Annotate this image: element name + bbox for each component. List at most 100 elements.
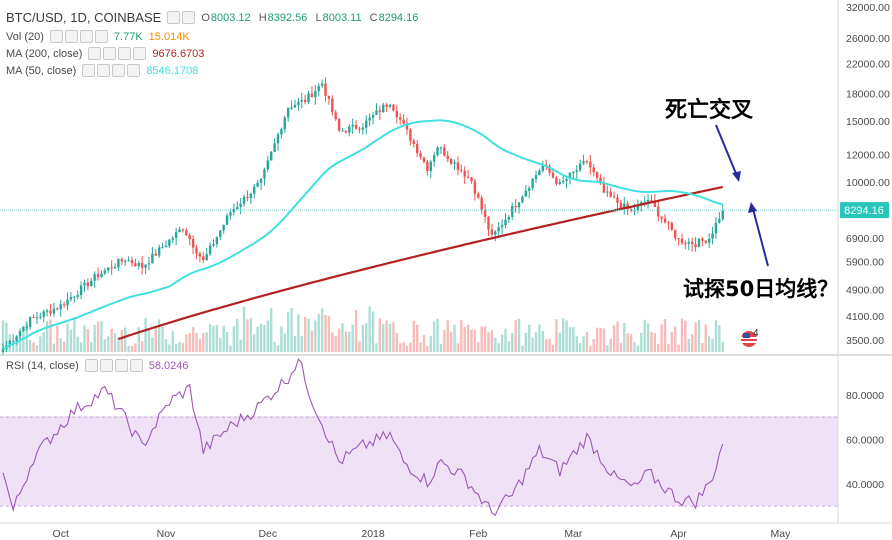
candle-body <box>718 219 721 223</box>
candle-body <box>500 225 504 228</box>
ma200-value: 9676.6703 <box>152 47 205 60</box>
eye-icon[interactable] <box>84 359 98 372</box>
candle-body <box>320 83 324 86</box>
price-tick-label: 15000.00 <box>846 116 890 128</box>
candle-body <box>388 104 392 107</box>
volume-bar <box>49 319 52 352</box>
settings-icon[interactable] <box>64 30 78 43</box>
close-icon[interactable] <box>94 30 108 43</box>
rsi-legend[interactable]: RSI (14, close) 58.0246 <box>6 359 189 372</box>
candle-body <box>18 331 22 337</box>
volume-bar <box>219 338 222 352</box>
settings-icon[interactable] <box>182 11 196 24</box>
plus-icon[interactable] <box>112 64 126 77</box>
candle-body <box>22 327 25 332</box>
candle-body <box>205 254 208 261</box>
volume-bar <box>415 324 419 352</box>
rsi-label: RSI (14, close) <box>6 359 79 372</box>
price-tick-label: 22000.00 <box>846 58 890 70</box>
volume-bar <box>69 329 73 352</box>
volume-bar <box>592 339 595 352</box>
candle-body <box>137 263 140 267</box>
candle-body <box>616 197 619 203</box>
volume-bar <box>168 344 171 352</box>
candle-body <box>528 188 531 191</box>
volume-bar <box>334 335 337 352</box>
eye-icon[interactable] <box>49 30 63 43</box>
close-icon[interactable] <box>133 47 147 60</box>
eye-icon[interactable] <box>167 11 181 24</box>
volume-bar <box>327 315 331 352</box>
candle-body <box>711 233 714 239</box>
candle-body <box>439 147 443 149</box>
candle-body <box>436 147 439 156</box>
volume-bar <box>331 332 334 352</box>
candle-body <box>154 253 157 256</box>
close-icon[interactable] <box>129 359 143 372</box>
volume-bar <box>545 339 548 352</box>
candle-body <box>307 93 310 103</box>
volume-bar <box>35 345 39 352</box>
eye-icon[interactable] <box>82 64 96 77</box>
volume-bar <box>124 327 127 352</box>
candle-body <box>399 117 402 120</box>
candle-body <box>69 297 73 300</box>
volume-bar <box>229 345 232 352</box>
settings-icon[interactable] <box>103 47 117 60</box>
settings-icon[interactable] <box>97 64 111 77</box>
price-tag <box>840 202 889 219</box>
volume-bar <box>259 323 263 352</box>
close-icon[interactable] <box>127 64 141 77</box>
settings-icon[interactable] <box>99 359 113 372</box>
plus-icon[interactable] <box>118 47 132 60</box>
volume-bar <box>368 306 371 352</box>
symbol-title[interactable]: BTC/USD, 1D, COINBASE <box>6 10 162 25</box>
candle-body <box>195 247 198 254</box>
volume-bar <box>704 324 707 352</box>
candle-body <box>507 216 511 220</box>
volume-bar <box>266 320 270 352</box>
ma50-label: MA (50, close) <box>6 64 77 77</box>
candle-body <box>348 126 351 133</box>
volume-bar <box>663 319 667 352</box>
volume-bar <box>45 321 49 352</box>
ma200-legend[interactable]: MA (200, close) 9676.6703 <box>6 47 204 60</box>
volume-bar <box>558 332 561 352</box>
volume-bar <box>575 336 578 352</box>
volume-bar <box>707 336 711 352</box>
candle-body <box>144 264 147 268</box>
candle-body <box>161 247 164 249</box>
volume-bar <box>28 339 32 352</box>
volume-bar <box>636 345 640 352</box>
candle-body <box>334 112 337 119</box>
eye-icon[interactable] <box>88 47 102 60</box>
candle-body <box>293 104 297 108</box>
volume-bar <box>297 314 300 352</box>
ma50-legend[interactable]: MA (50, close) 8546.1708 <box>6 64 198 77</box>
volume-bar <box>59 338 62 352</box>
candle-body <box>667 222 670 224</box>
plus-icon[interactable] <box>114 359 128 372</box>
plus-icon[interactable] <box>79 30 93 43</box>
low-value: 8003.11 <box>322 11 362 24</box>
volume-bar <box>650 331 653 352</box>
candle-body <box>113 267 117 269</box>
volume-bar <box>585 331 589 352</box>
candle-body <box>83 282 86 286</box>
volume-bar <box>511 332 514 352</box>
symbol-header[interactable]: BTC/USD, 1D, COINBASE O8003.12 H8392.56 … <box>6 10 423 25</box>
price-tick-label: 26000.00 <box>846 33 890 45</box>
price-tick-label: 6900.00 <box>846 233 884 245</box>
candle-body <box>402 119 405 124</box>
rsi-band <box>0 416 838 506</box>
volume-bar <box>456 343 460 352</box>
candle-body <box>385 104 388 107</box>
candle-body <box>585 161 589 163</box>
vol-legend[interactable]: Vol (20) 7.77K 15.014K <box>6 30 190 43</box>
volume-bar <box>280 326 283 352</box>
candle-body <box>273 143 276 152</box>
candle-body <box>694 244 697 248</box>
volume-bar <box>643 319 646 352</box>
volume-bar <box>191 327 195 352</box>
